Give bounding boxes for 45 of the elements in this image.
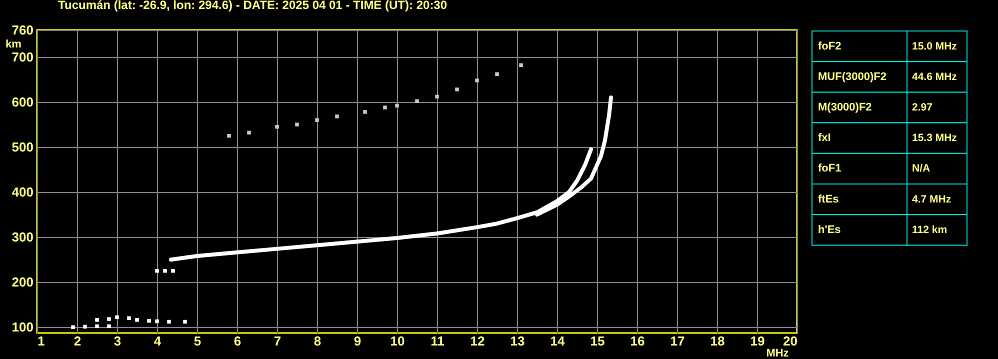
text: fxI — [818, 132, 831, 144]
x-tick-label: 20 — [783, 334, 798, 348]
x-tick-label: 11 — [430, 334, 444, 348]
chart-title: Tucumán (lat: -26.9, lon: 294.6) - DATE: 2025 04 01 - TIME (UT): 20:30 — [58, 0, 448, 12]
text: h'Es — [818, 224, 841, 236]
x-tick-label: 13 — [510, 334, 525, 348]
y-tick-label: 600 — [12, 94, 34, 110]
text: 15.3 MHz — [912, 132, 957, 144]
text: M(3000)F2 — [818, 102, 872, 114]
x-tick-label: 15 — [590, 334, 605, 348]
x-tick-label: 5 — [194, 334, 202, 348]
x-tick-label: 3 — [114, 334, 122, 348]
x-tick-label: 6 — [234, 334, 242, 348]
text: MUF(3000)F2 — [818, 70, 886, 83]
text: foF2 — [818, 40, 842, 52]
y-tick-label: 100 — [12, 320, 34, 335]
text: ftEs — [818, 193, 839, 206]
x-tick-label: 9 — [354, 334, 362, 348]
x-tick-label: 2 — [74, 334, 82, 348]
x-tick-label: 12 — [470, 334, 485, 348]
text: 15.0 MHz — [912, 40, 957, 52]
x-axis-title: MHz — [766, 348, 790, 359]
text: 112 km — [912, 224, 948, 236]
y-tick-label: 200 — [12, 274, 34, 290]
y-tick-label: 700 — [12, 50, 34, 65]
x-tick-label: 7 — [274, 334, 282, 348]
y-tick-label: 300 — [12, 230, 34, 245]
x-tick-label: 19 — [750, 334, 765, 348]
text: 4.7 MHz — [912, 193, 952, 206]
x-tick-label: 4 — [154, 334, 162, 348]
y-tick-label: 760 — [12, 22, 34, 38]
x-tick-label: 10 — [390, 334, 405, 348]
y-axis-title: km — [6, 38, 22, 50]
text: foF1 — [818, 162, 842, 175]
text: 44.6 MHz — [912, 70, 957, 83]
x-tick-label: 18 — [710, 334, 725, 348]
x-tick-label: 14 — [550, 334, 566, 348]
x-tick-label: 16 — [630, 334, 645, 348]
text: 2.97 — [912, 102, 933, 114]
x-tick-label: 8 — [314, 334, 322, 348]
y-tick-label: 500 — [12, 140, 34, 155]
text: N/A — [912, 162, 930, 175]
y-tick-label: 400 — [12, 184, 34, 200]
x-tick-label: 17 — [670, 334, 685, 348]
x-tick-label: 1 — [38, 334, 45, 348]
